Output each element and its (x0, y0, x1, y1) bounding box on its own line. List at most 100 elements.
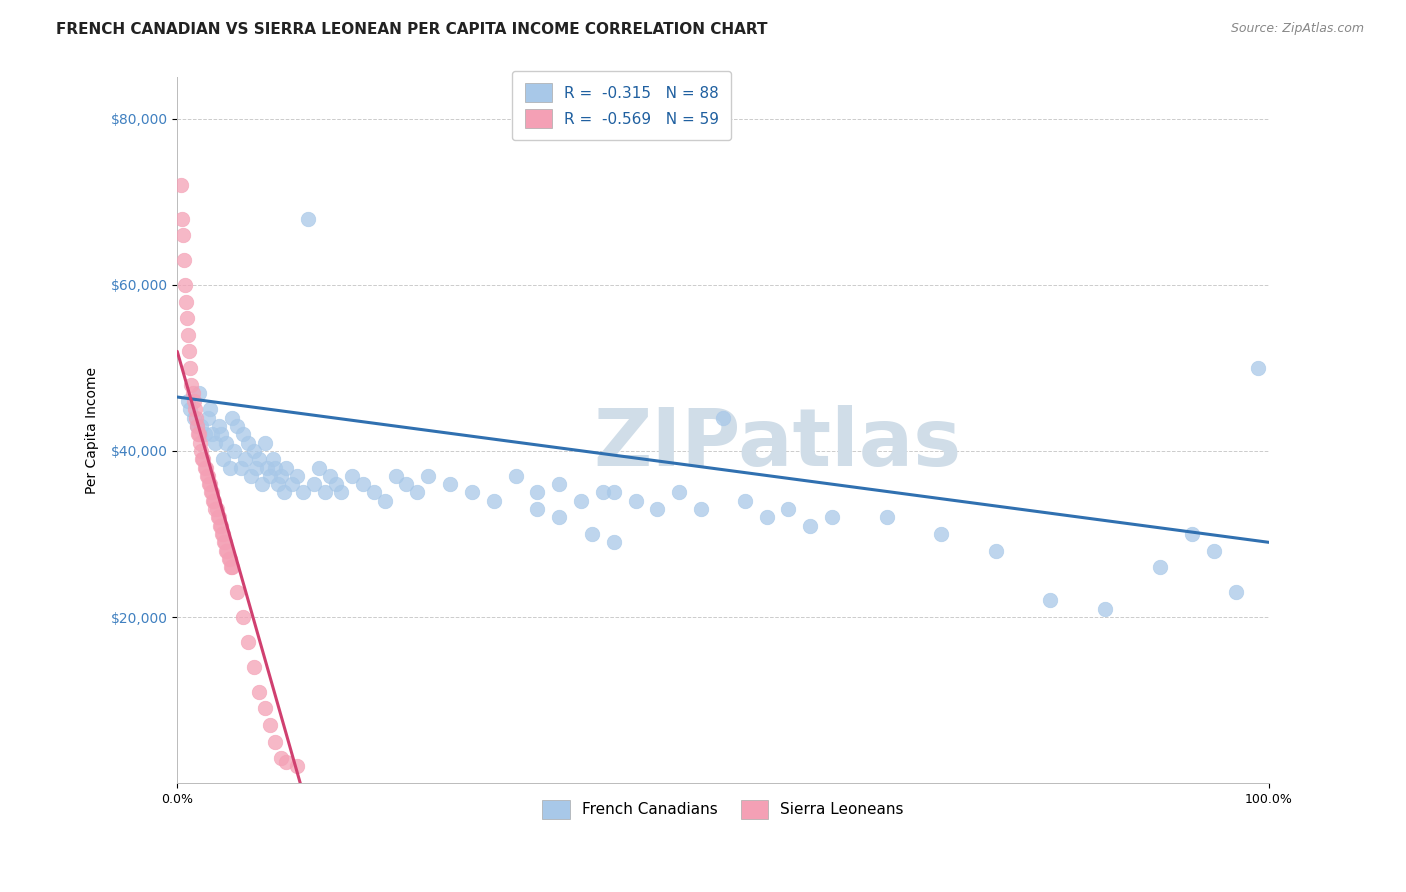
Point (526, 502, 548, 516)
Point (226, 585, 249, 599)
Point (755, 510, 778, 524)
Point (208, 518, 231, 533)
Point (186, 419, 208, 434)
Point (208, 419, 231, 434)
Point (482, 493, 505, 508)
Legend: French Canadians, Sierra Leoneans: French Canadians, Sierra Leoneans (536, 794, 910, 825)
Point (252, 477, 274, 491)
Point (647, 502, 669, 516)
Point (259, 469, 281, 483)
Point (330, 485, 353, 500)
Text: FRENCH CANADIAN VS SIERRA LEONEAN PER CAPITA INCOME CORRELATION CHART: FRENCH CANADIAN VS SIERRA LEONEAN PER CA… (56, 22, 768, 37)
Point (245, 460, 267, 475)
Point (281, 477, 304, 491)
Point (374, 493, 396, 508)
Point (200, 485, 222, 500)
Point (395, 477, 418, 491)
Point (179, 344, 201, 359)
Point (207, 510, 229, 524)
Y-axis label: Per Capita Income: Per Capita Income (86, 367, 100, 494)
Point (264, 734, 287, 748)
Point (183, 402, 205, 417)
Point (242, 660, 264, 674)
Point (242, 444, 264, 458)
Point (876, 510, 898, 524)
Point (202, 493, 225, 508)
Point (253, 435, 276, 450)
Point (238, 435, 260, 450)
Point (191, 452, 214, 467)
Point (188, 385, 211, 400)
Point (270, 751, 292, 765)
Point (238, 635, 260, 649)
Point (384, 469, 406, 483)
Point (218, 552, 240, 566)
Point (195, 469, 218, 483)
Point (1181, 527, 1204, 541)
Point (172, 228, 194, 243)
Point (229, 460, 252, 475)
Point (176, 311, 198, 326)
Point (218, 460, 240, 475)
Point (222, 444, 245, 458)
Point (190, 444, 212, 458)
Point (256, 460, 278, 475)
Point (221, 560, 243, 574)
Point (439, 477, 461, 491)
Point (226, 419, 249, 434)
Point (984, 543, 1007, 558)
Point (219, 560, 242, 574)
Point (668, 485, 690, 500)
Point (1225, 585, 1247, 599)
Point (799, 518, 821, 533)
Point (194, 460, 217, 475)
Point (173, 253, 195, 268)
Point (406, 485, 429, 500)
Point (247, 684, 270, 698)
Point (201, 485, 224, 500)
Point (929, 527, 952, 541)
Point (711, 410, 734, 425)
Point (174, 277, 197, 292)
Point (215, 435, 238, 450)
Point (180, 377, 202, 392)
Point (198, 477, 221, 491)
Point (221, 410, 243, 425)
Point (734, 493, 756, 508)
Point (190, 419, 212, 434)
Text: ZIPatlas: ZIPatlas (593, 405, 962, 483)
Point (212, 535, 235, 549)
Point (233, 452, 256, 467)
Point (624, 493, 647, 508)
Point (1247, 361, 1270, 376)
Point (690, 502, 713, 516)
Point (183, 410, 205, 425)
Text: Source: ZipAtlas.com: Source: ZipAtlas.com (1230, 22, 1364, 36)
Point (179, 361, 201, 376)
Point (276, 460, 298, 475)
Point (363, 485, 385, 500)
Point (186, 419, 208, 434)
Point (603, 535, 626, 549)
Point (215, 543, 238, 558)
Point (270, 469, 292, 483)
Point (214, 535, 236, 549)
Point (526, 485, 548, 500)
Point (308, 460, 330, 475)
Point (325, 477, 347, 491)
Point (603, 485, 626, 500)
Point (209, 518, 232, 533)
Point (352, 477, 374, 491)
Point (264, 460, 287, 475)
Point (1094, 601, 1116, 615)
Point (314, 485, 336, 500)
Point (198, 402, 221, 417)
Point (197, 410, 219, 425)
Point (211, 527, 233, 541)
Point (204, 435, 226, 450)
Point (169, 178, 191, 193)
Point (179, 402, 201, 417)
Point (266, 477, 288, 491)
Point (201, 427, 224, 442)
Point (209, 427, 232, 442)
